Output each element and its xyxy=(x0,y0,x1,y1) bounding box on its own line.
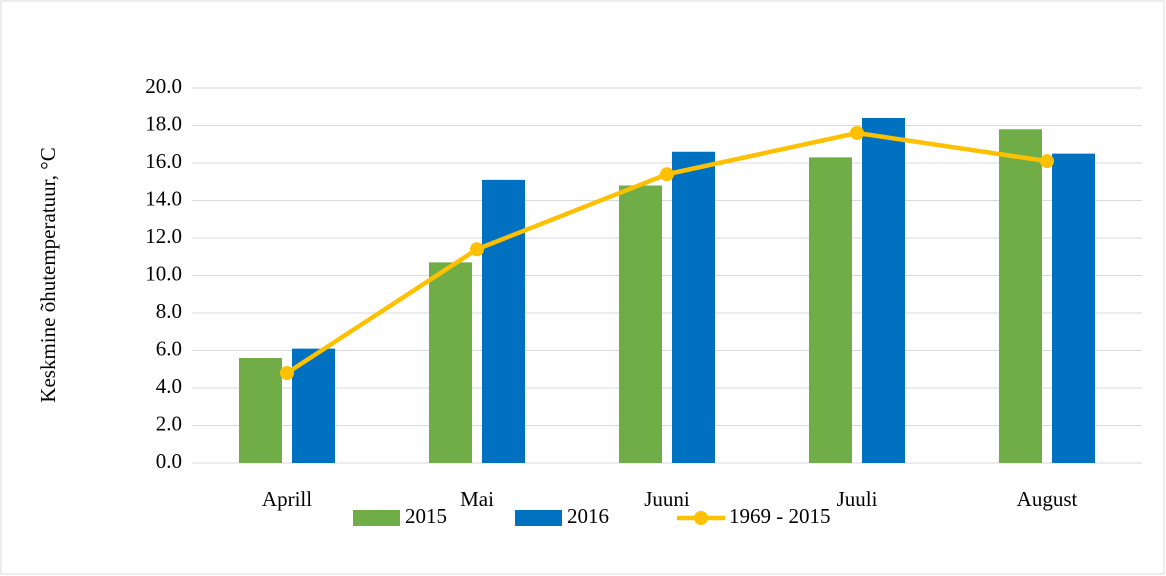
line-marker xyxy=(1040,154,1054,169)
bar xyxy=(999,129,1042,463)
bar xyxy=(809,157,852,463)
legend-label: 2015 xyxy=(405,504,447,528)
x-tick-label: Juuni xyxy=(644,487,690,511)
bar xyxy=(672,151,715,463)
y-tick-label: 14.0 xyxy=(145,186,182,210)
bar xyxy=(429,262,472,463)
line-marker xyxy=(660,167,674,182)
y-tick-label: 2.0 xyxy=(156,411,182,435)
y-tick-label: 8.0 xyxy=(156,299,182,323)
y-tick-label: 18.0 xyxy=(145,111,182,135)
line-marker xyxy=(850,126,864,140)
bar xyxy=(1052,153,1095,463)
line-marker xyxy=(280,366,294,380)
line-marker xyxy=(470,242,484,257)
y-tick-label: 12.0 xyxy=(145,224,182,248)
y-tick-label: 16.0 xyxy=(145,149,182,173)
y-tick-label: 6.0 xyxy=(156,336,182,360)
bar xyxy=(619,185,662,463)
legend-swatch xyxy=(353,510,400,526)
bar xyxy=(862,118,905,463)
y-tick-label: 10.0 xyxy=(145,261,182,285)
legend-swatch xyxy=(515,510,562,526)
bar xyxy=(239,358,282,463)
legend-label: 2016 xyxy=(567,504,609,528)
legend-label: 1969 - 2015 xyxy=(729,504,831,528)
x-tick-label: Aprill xyxy=(262,487,312,511)
legend-marker xyxy=(694,511,708,525)
y-tick-label: 4.0 xyxy=(156,374,182,398)
x-tick-label: Juuli xyxy=(837,487,878,511)
y-tick-label: 0.0 xyxy=(156,449,182,473)
y-axis-label: Keskmine õhutemperatuur, °C xyxy=(36,147,60,402)
x-tick-label: Mai xyxy=(460,487,494,511)
x-tick-label: August xyxy=(1017,487,1078,511)
y-tick-label: 20.0 xyxy=(145,74,182,98)
bar xyxy=(482,179,525,463)
